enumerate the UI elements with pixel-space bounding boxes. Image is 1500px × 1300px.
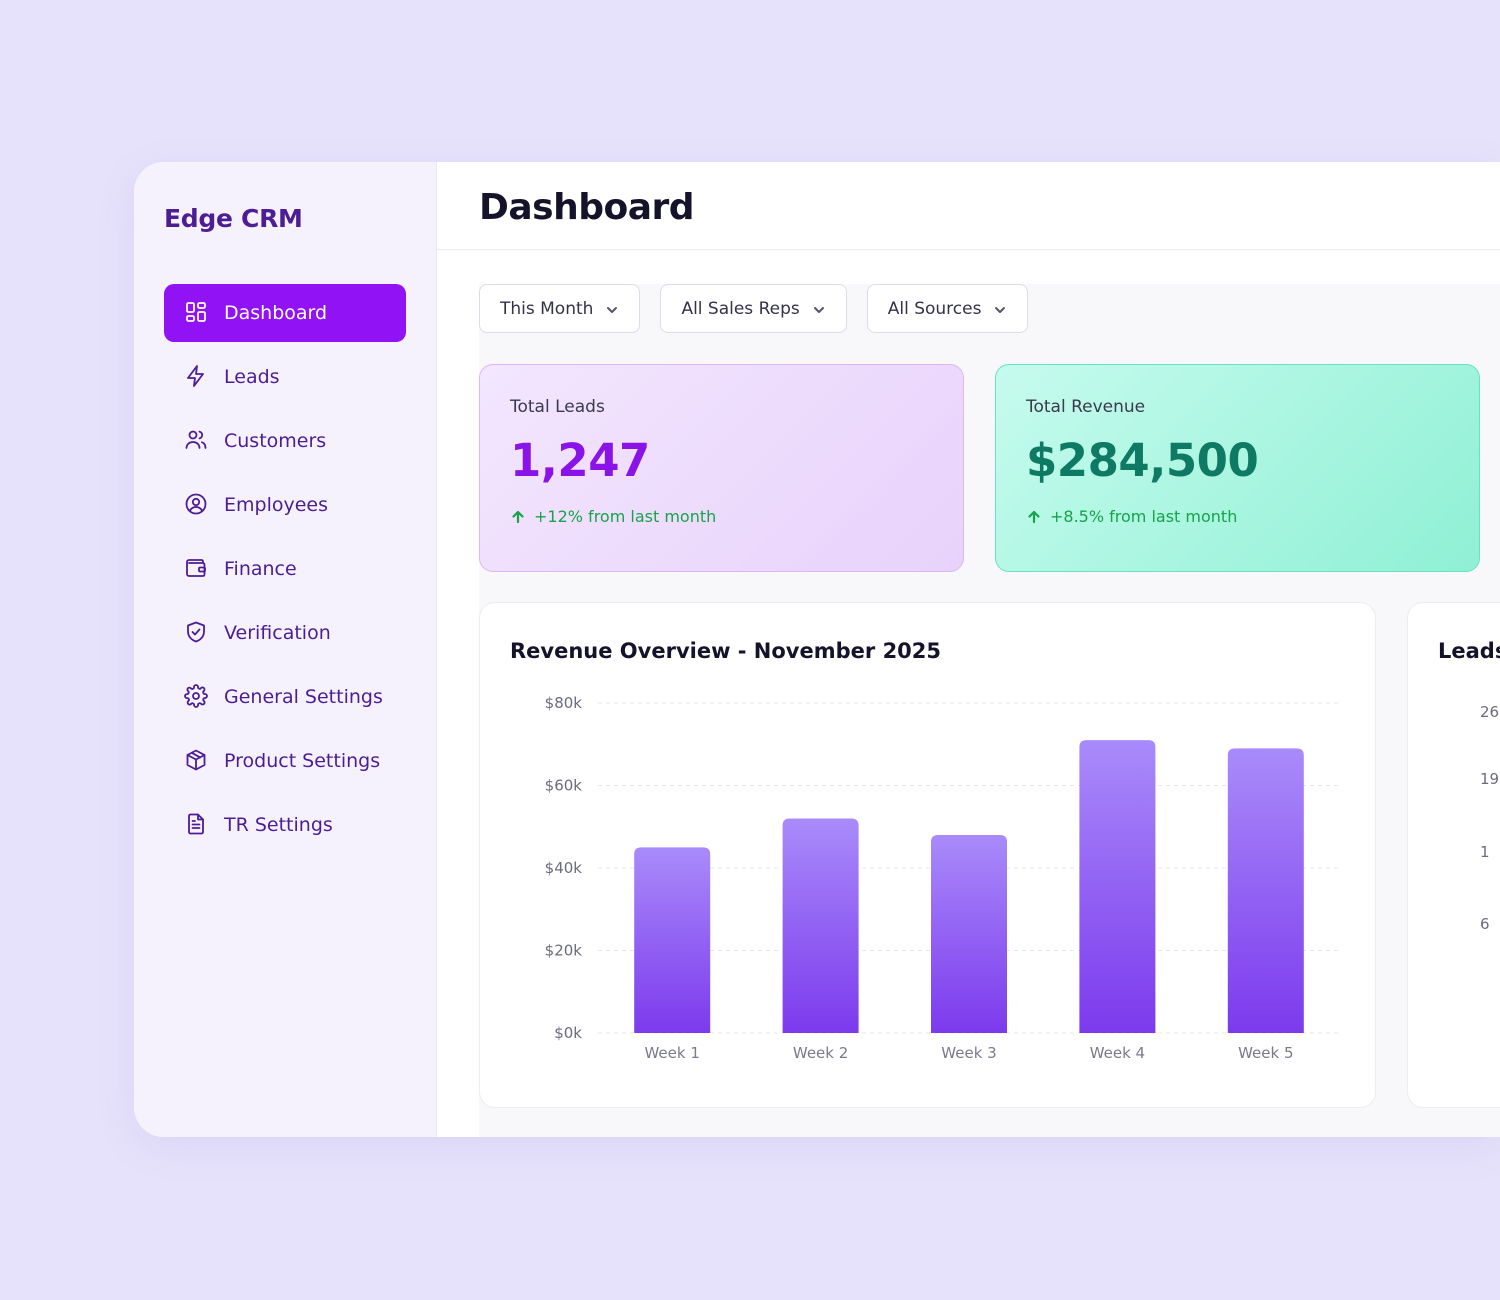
x-axis-tick-label: Week 5 <box>1238 1044 1293 1062</box>
sidebar-item-label: Dashboard <box>224 302 328 324</box>
dashboard-content: This Month All Sales Reps All Sources Tota… <box>479 284 1500 1137</box>
chart-title: Revenue Overview - November 2025 <box>510 639 942 663</box>
grid-icon <box>184 300 210 326</box>
main-area: Dashboard This Month All Sales Reps All So… <box>437 162 1500 1137</box>
arrow-up-icon <box>1026 509 1042 525</box>
user-circle-icon <box>184 492 210 518</box>
chevron-down-icon <box>812 302 826 316</box>
chevron-down-icon <box>993 302 1007 316</box>
sidebar-item-general-settings[interactable]: General Settings <box>164 668 406 726</box>
gear-icon <box>184 684 210 710</box>
x-axis-tick-label: Week 4 <box>1090 1044 1145 1062</box>
sidebar-item-tr-settings[interactable]: TR Settings <box>164 796 406 854</box>
bar-week-3[interactable] <box>931 835 1007 1033</box>
bar-week-1[interactable] <box>634 847 711 1033</box>
filter-dropdown-all-sources[interactable]: All Sources <box>866 284 1029 333</box>
stat-label: Total Revenue <box>1026 397 1146 417</box>
x-axis-tick-label: Week 1 <box>644 1044 699 1062</box>
sidebar-item-product-settings[interactable]: Product Settings <box>164 732 406 790</box>
y-axis-tick-label: 6 <box>1480 915 1490 933</box>
stat-change-text: +12% from last month <box>534 507 717 526</box>
stat-change: +8.5% from last month <box>1026 507 1449 526</box>
x-axis-tick-label: Week 3 <box>941 1044 996 1062</box>
bar-week-5[interactable] <box>1227 748 1304 1033</box>
sidebar-item-label: Employees <box>224 494 328 516</box>
sidebar-item-label: Leads <box>224 366 280 388</box>
filter-label: This Month <box>500 298 594 319</box>
y-axis-tick-label: $40k <box>545 859 583 877</box>
shield-check-icon <box>184 620 210 646</box>
sidebar-item-verification[interactable]: Verification <box>164 604 406 662</box>
sidebar-item-label: Verification <box>224 622 331 644</box>
sidebar-item-dashboard[interactable]: Dashboard <box>164 284 406 342</box>
document-icon <box>184 812 210 838</box>
app-logo-text: Edge CRM <box>164 204 303 233</box>
arrow-up-icon <box>510 509 526 525</box>
stat-label: Total Leads <box>510 397 605 417</box>
chart-title: Leads <box>1438 639 1500 663</box>
x-axis-tick-label: Week 2 <box>793 1044 848 1062</box>
bar-week-4[interactable] <box>1079 740 1156 1033</box>
y-axis-tick-label: $20k <box>545 942 583 960</box>
total-leads-card: Total Leads 1,247 +12% from last month <box>479 364 964 572</box>
sidebar-item-label: Customers <box>224 430 327 452</box>
bar-week-2[interactable] <box>782 818 859 1034</box>
sidebar-nav: Dashboard Leads Customers Employees Finance V… <box>164 284 406 860</box>
page-title: Dashboard <box>479 187 695 228</box>
chevron-down-icon <box>605 302 619 316</box>
y-axis-tick-label: $60k <box>545 777 583 795</box>
filter-label: All Sources <box>887 298 982 319</box>
revenue-chart-card: $80k $60k $40k $20k $0k Week 1 Week 2 Week 3 Wee… <box>479 602 1376 1108</box>
sidebar-item-label: Finance <box>224 558 297 580</box>
app-window: Edge CRM Dashboard Leads Customers Employee… <box>134 162 1500 1137</box>
filter-label: All Sales Reps <box>681 298 800 319</box>
users-icon <box>184 428 210 454</box>
y-axis-tick-label: $0k <box>554 1024 582 1042</box>
leads-chart-card: Leads 26 19 1 6 <box>1407 602 1500 1108</box>
sidebar-item-leads[interactable]: Leads <box>164 348 406 406</box>
stat-value: $284,500 <box>1026 434 1259 487</box>
bolt-icon <box>184 364 210 390</box>
y-axis-tick-label: 19 <box>1480 770 1500 788</box>
sidebar: Edge CRM Dashboard Leads Customers Employee… <box>134 162 437 1137</box>
stat-change-text: +8.5% from last month <box>1050 507 1238 526</box>
box-icon <box>184 748 210 774</box>
wallet-icon <box>184 556 210 582</box>
y-axis-tick-label: $80k <box>545 694 583 712</box>
stat-value: 1,247 <box>510 434 650 487</box>
sidebar-item-customers[interactable]: Customers <box>164 412 406 470</box>
revenue-bar-chart: $80k $60k $40k $20k $0k Week 1 Week 2 Week 3 Wee… <box>545 694 1340 1062</box>
filter-dropdown-this-month[interactable]: This Month <box>479 284 641 333</box>
topbar: Dashboard <box>437 162 1500 250</box>
sidebar-item-employees[interactable]: Employees <box>164 476 406 534</box>
y-axis-tick-label: 26 <box>1480 703 1500 721</box>
sidebar-item-label: General Settings <box>224 686 383 708</box>
sidebar-item-label: Product Settings <box>224 750 381 772</box>
total-revenue-card: Total Revenue $284,500 +8.5% from last m… <box>995 364 1480 572</box>
y-axis-tick-label: 1 <box>1480 843 1490 861</box>
filter-bar: This Month All Sales Reps All Sources <box>479 284 1029 333</box>
sidebar-item-finance[interactable]: Finance <box>164 540 406 598</box>
stat-change: +12% from last month <box>510 507 933 526</box>
filter-dropdown-all-sales-reps[interactable]: All Sales Reps <box>660 284 847 333</box>
sidebar-item-label: TR Settings <box>224 814 333 836</box>
